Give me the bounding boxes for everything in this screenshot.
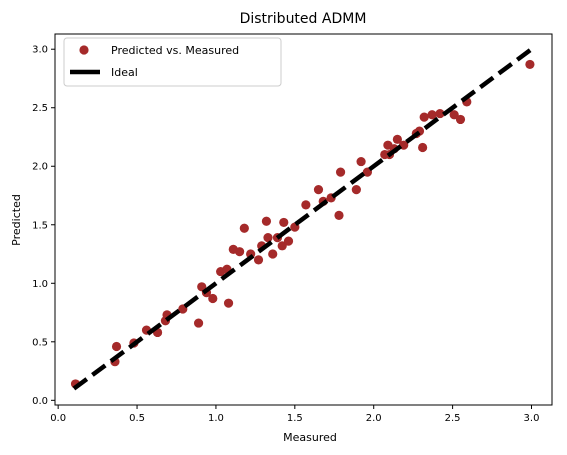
- data-point: [525, 59, 535, 70]
- legend-marker-scatter: [79, 45, 89, 55]
- data-point: [427, 110, 437, 120]
- y-axis: 0.0 0.5 1.0 1.5 2.0 2.5 3.0: [32, 45, 55, 407]
- legend-box: [63, 37, 282, 87]
- data-point: [356, 156, 366, 167]
- data-point: [351, 185, 361, 195]
- data-point: [193, 318, 204, 328]
- x-tick-label: 0.5: [129, 413, 145, 424]
- data-point: [279, 217, 289, 228]
- data-point: [235, 247, 245, 257]
- data-point: [392, 134, 402, 144]
- data-point: [263, 233, 273, 243]
- data-point: [449, 110, 459, 120]
- x-axis: 0.0 0.5 1.0 1.5 2.0 2.5 3.0: [50, 405, 539, 424]
- data-point: [111, 341, 122, 352]
- data-point: [313, 185, 324, 195]
- data-point: [418, 142, 428, 153]
- x-tick-label: 1.5: [287, 413, 303, 424]
- data-point: [362, 167, 372, 177]
- x-tick-label: 1.0: [208, 413, 224, 424]
- data-point: [435, 108, 445, 119]
- y-tick-label: 1.0: [32, 279, 48, 290]
- data-point: [334, 210, 344, 221]
- legend: Predicted vs. Measured Ideal: [63, 37, 282, 87]
- y-axis-label: Predicted: [10, 194, 23, 246]
- data-point: [277, 241, 287, 251]
- legend-label-scatter: Predicted vs. Measured: [111, 44, 239, 57]
- plot-area: [54, 33, 553, 406]
- ideal-line: [72, 47, 533, 391]
- x-tick-label: 3.0: [524, 413, 540, 424]
- x-tick-label: 0.0: [50, 413, 66, 424]
- data-point: [253, 255, 264, 265]
- y-tick-label: 2.5: [32, 103, 48, 114]
- data-point: [268, 249, 278, 259]
- data-point: [301, 200, 311, 210]
- data-point: [455, 114, 466, 125]
- plot-marks: [70, 47, 535, 391]
- y-tick-label: 3.0: [32, 45, 48, 56]
- data-point: [261, 216, 272, 226]
- x-tick-label: 2.0: [366, 413, 382, 424]
- data-point: [419, 112, 429, 122]
- legend-label-ideal: Ideal: [111, 66, 138, 79]
- x-tick-label: 2.5: [445, 413, 461, 424]
- y-tick-label: 1.5: [32, 220, 48, 231]
- data-point: [208, 293, 218, 304]
- data-point: [239, 223, 249, 233]
- x-axis-label: Measured: [283, 431, 337, 444]
- plot-frame: [54, 33, 553, 406]
- y-tick-label: 0.5: [32, 337, 48, 348]
- data-point: [223, 298, 234, 308]
- data-point: [283, 236, 294, 246]
- y-tick-label: 2.0: [32, 162, 48, 173]
- data-point: [335, 167, 346, 177]
- y-tick-label: 0.0: [32, 396, 48, 407]
- chart-title: Distributed ADMM: [240, 11, 367, 27]
